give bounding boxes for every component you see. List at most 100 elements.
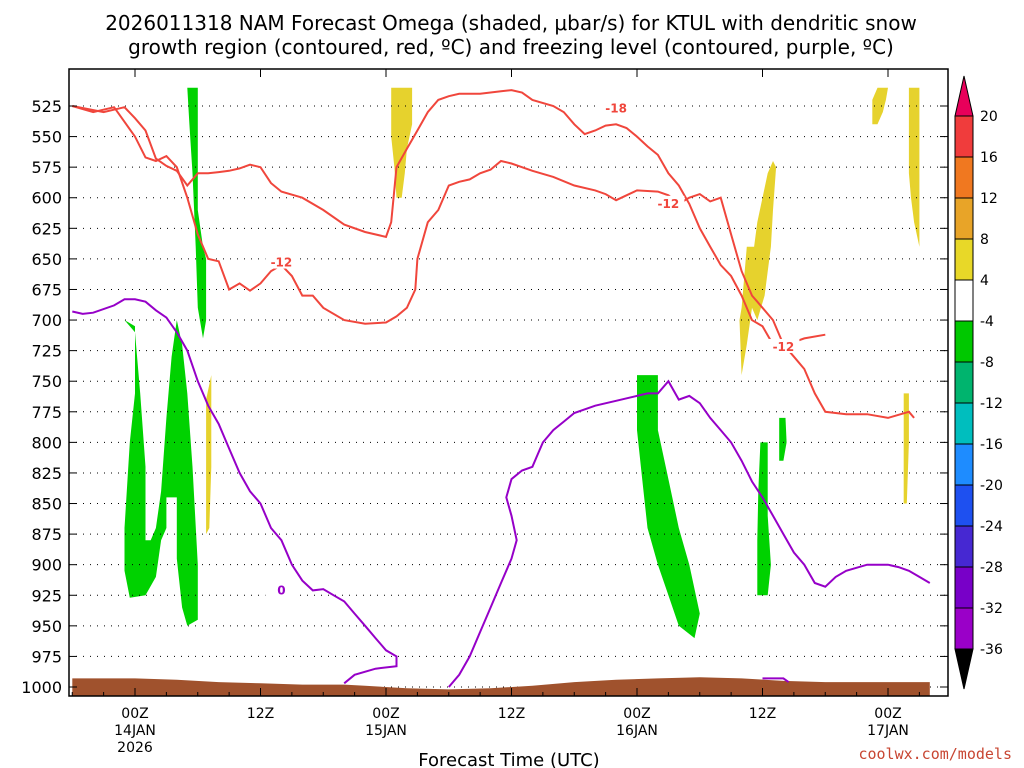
omega-colorbar: 20 16 12 8 4 -4 -8 -12 -16 -20 -24 -28 -32 -36 <box>954 75 1003 690</box>
y-tick-label-975: 975 <box>31 647 62 666</box>
colorbar-segment-4 <box>954 238 974 281</box>
y-tick-label-1000: 1000 <box>21 678 62 697</box>
x-tick-label-24-1: 00Z <box>372 706 399 722</box>
colorbar-label--12: -12 <box>980 396 1003 412</box>
colorbar-segment-5 <box>954 279 974 322</box>
colorbar-label--36: -36 <box>980 642 1003 658</box>
y-tick-label-550: 550 <box>31 128 62 147</box>
rising-motion-region-3 <box>637 375 700 639</box>
colorbar-segment-1 <box>954 115 974 158</box>
colorbar-label-20: 20 <box>980 109 998 125</box>
colorbar-label--28: -28 <box>980 560 1003 576</box>
freezing-level-contour-3 <box>762 677 790 683</box>
colorbar-label--20: -20 <box>980 478 1003 494</box>
y-tick-label-650: 650 <box>31 250 62 269</box>
sinking-motion-region-6 <box>903 393 909 504</box>
y-tick-label-925: 925 <box>31 586 62 605</box>
colorbar-segment-11 <box>954 525 974 568</box>
x-tick-label-0-3: 2026 <box>117 740 153 756</box>
x-tick-label-36-1: 12Z <box>498 706 525 722</box>
colorbar-segment-6 <box>954 320 974 363</box>
sinking-motion-region-2 <box>206 375 212 535</box>
colorbar-label--24: -24 <box>980 519 1003 535</box>
y-tick-label-750: 750 <box>31 372 62 391</box>
colorbar-top-arrow <box>954 75 974 117</box>
colorbar-bottom-arrow <box>954 648 974 690</box>
x-tick-label-24-2: 15JAN <box>365 723 407 739</box>
sinking-motion-region-4 <box>872 87 888 125</box>
x-tick-label-0-2: 14JAN <box>114 723 156 739</box>
omega-shading <box>124 87 920 639</box>
contour-labels: -12 -12 -12 -18 0 <box>265 100 800 597</box>
y-tick-label-900: 900 <box>31 556 62 575</box>
sinking-motion-region-3 <box>739 161 777 376</box>
terrain-fill <box>72 677 930 696</box>
colorbar-label--16: -16 <box>980 437 1003 453</box>
plot-frame <box>68 68 949 697</box>
colorbar-label-4: 4 <box>980 273 989 289</box>
dgz-label-minus12-1: -12 <box>271 256 293 270</box>
colorbar-label--32: -32 <box>980 601 1003 617</box>
y-tick-label-800: 800 <box>31 433 62 452</box>
dgz-label-minus12-bg-1 <box>265 254 298 269</box>
plot-area <box>69 87 948 696</box>
colorbar-segment-9 <box>954 443 974 486</box>
y-tick-label-625: 625 <box>31 219 62 238</box>
dgz-label-minus12-bg-3 <box>767 338 800 353</box>
freezing-label-1: 0 <box>277 583 285 597</box>
x-tick-label-12-1: 12Z <box>247 706 274 722</box>
y-tick-label-825: 825 <box>31 464 62 483</box>
sinking-motion-region-5 <box>908 87 920 247</box>
colorbar-label--4: -4 <box>980 314 994 330</box>
rising-motion-region-5 <box>779 417 787 461</box>
x-tick-label-0-1: 00Z <box>121 706 148 722</box>
y-tick-label-675: 675 <box>31 280 62 299</box>
contours <box>72 89 931 688</box>
chart-title-line-1: 2026011318 NAM Forecast Omega (shaded, μ… <box>105 11 917 35</box>
colorbar-label-16: 16 <box>980 150 998 166</box>
chart-title-line-2: growth region (contoured, red, ºC) and f… <box>128 35 894 59</box>
colorbar-segment-8 <box>954 402 974 445</box>
rising-motion-region-2 <box>187 87 207 339</box>
colorbar-label-12: 12 <box>980 191 998 207</box>
y-tick-label-775: 775 <box>31 403 62 422</box>
dgz-contour-minus12 <box>72 105 915 419</box>
rising-motion-region-1 <box>124 320 198 626</box>
y-tick-label-875: 875 <box>31 525 62 544</box>
freezing-label-bg-1 <box>265 582 298 597</box>
colorbar-segment-2 <box>954 156 974 199</box>
y-tick-label-950: 950 <box>31 617 62 636</box>
freezing-level-contour-1 <box>72 298 398 685</box>
colorbar-label--8: -8 <box>980 355 994 371</box>
dgz-label-minus18-bg-1 <box>600 100 633 115</box>
rising-motion-region-4 <box>757 442 771 596</box>
dgz-label-minus18-1: -18 <box>605 101 627 115</box>
source-credit: coolwx.com/models <box>858 745 1012 763</box>
colorbar-segment-7 <box>954 361 974 404</box>
x-axis-label: Forecast Time (UTC) <box>418 750 599 768</box>
dgz-label-minus12-2: -12 <box>658 197 680 211</box>
colorbar-segment-13 <box>954 607 974 650</box>
y-tick-label-525: 525 <box>31 97 62 116</box>
y-tick-label-725: 725 <box>31 342 62 361</box>
dgz-label-minus12-bg-2 <box>652 195 685 210</box>
x-tick-label-48-2: 16JAN <box>616 723 658 739</box>
dgz-contour-minus18 <box>72 89 826 346</box>
colorbar-label-8: 8 <box>980 232 989 248</box>
freezing-level-contour-2 <box>448 379 931 688</box>
dgz-label-minus12-3: -12 <box>773 340 795 354</box>
y-tick-label-700: 700 <box>31 311 62 330</box>
pressure-axis: 525 550 575 600 625 650 675 700 725 750 775 800 825 8… <box>21 97 948 697</box>
y-tick-label-850: 850 <box>31 495 62 514</box>
terrain-band <box>72 677 930 696</box>
x-tick-label-72-2: 17JAN <box>867 723 909 739</box>
x-tick-label-72-1: 00Z <box>874 706 901 722</box>
x-tick-label-48-1: 00Z <box>623 706 650 722</box>
colorbar-segment-12 <box>954 566 974 609</box>
y-tick-label-600: 600 <box>31 189 62 208</box>
y-tick-label-575: 575 <box>31 158 62 177</box>
x-tick-label-60-1: 12Z <box>749 706 776 722</box>
colorbar-segment-3 <box>954 197 974 240</box>
